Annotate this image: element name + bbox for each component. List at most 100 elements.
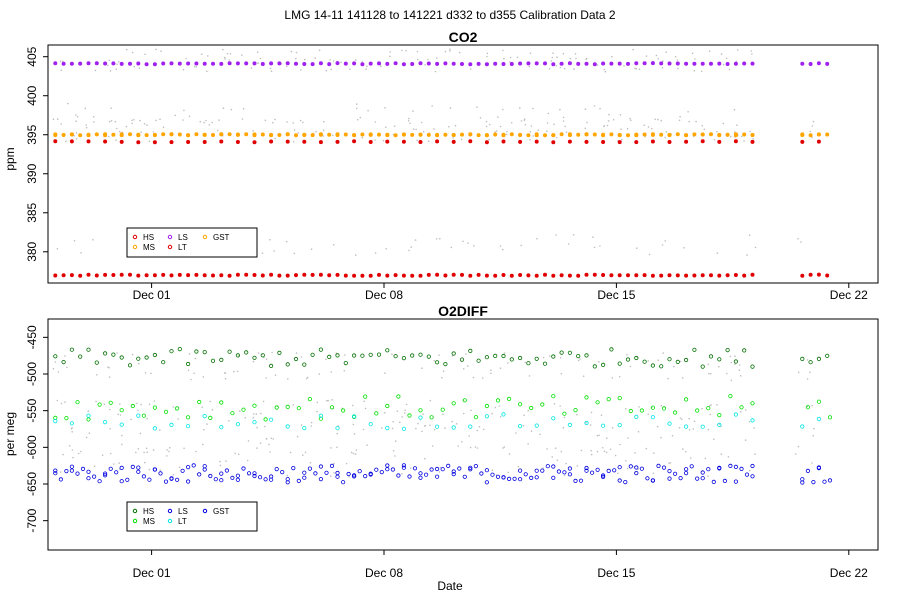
raw-point	[576, 465, 579, 467]
raw-point	[259, 442, 262, 445]
point-ls	[634, 465, 639, 470]
point-hs	[103, 272, 108, 277]
y-tick-label: -500	[25, 362, 39, 386]
raw-point	[812, 434, 815, 437]
point-ls	[800, 480, 805, 485]
point-gst	[700, 132, 705, 137]
point-ms	[277, 133, 282, 138]
raw-point	[665, 51, 667, 53]
raw-point	[260, 412, 262, 415]
point-lt	[750, 418, 755, 423]
point-hs	[800, 356, 805, 361]
point-hs	[567, 273, 572, 278]
point-gst	[733, 464, 739, 469]
raw-point	[139, 432, 142, 435]
point-ms	[650, 405, 656, 410]
point-ls	[523, 472, 528, 477]
raw-point	[529, 52, 532, 55]
point-gst	[733, 132, 738, 137]
point-lt	[650, 415, 656, 420]
raw-point	[200, 53, 203, 55]
point-ls	[468, 467, 473, 472]
raw-point	[449, 107, 452, 109]
point-ms	[672, 410, 678, 415]
raw-point	[138, 362, 140, 365]
point-ms	[609, 132, 614, 137]
raw-point	[442, 370, 445, 373]
point-gst	[534, 468, 539, 473]
raw-point	[560, 372, 563, 375]
point-ls	[623, 479, 628, 485]
point-hs	[401, 355, 406, 361]
point-ls	[246, 471, 252, 476]
raw-point	[596, 450, 599, 453]
point-hs	[675, 359, 680, 364]
point-ls	[542, 61, 547, 66]
point-hs	[128, 272, 133, 277]
raw-point	[159, 429, 161, 431]
point-hs	[559, 273, 564, 278]
raw-point	[439, 237, 441, 240]
raw-point	[68, 445, 71, 447]
point-lt	[451, 139, 456, 144]
point-ms	[329, 405, 335, 410]
point-ls	[130, 464, 135, 469]
raw-point	[96, 374, 98, 376]
point-lt	[551, 140, 556, 145]
point-ls	[128, 61, 133, 66]
raw-point	[259, 57, 262, 60]
raw-point	[255, 413, 258, 415]
point-ms	[551, 394, 556, 399]
x-tick-label: Dec 22	[830, 566, 868, 580]
raw-point	[600, 414, 603, 417]
raw-point	[152, 449, 155, 451]
y-tick-label: 405	[25, 46, 39, 66]
raw-point	[408, 249, 410, 252]
raw-point	[458, 51, 461, 54]
raw-point	[491, 469, 494, 472]
raw-point	[148, 468, 151, 471]
point-ms	[108, 400, 113, 405]
point-ms	[285, 404, 290, 409]
point-lt	[717, 139, 722, 144]
point-ls	[551, 62, 556, 67]
point-hs	[94, 360, 99, 365]
point-gst	[351, 474, 357, 479]
point-ms	[227, 132, 232, 137]
raw-point	[296, 435, 299, 438]
point-lt	[816, 139, 821, 144]
raw-point	[469, 68, 472, 70]
point-ls	[169, 61, 174, 66]
point-ms	[343, 132, 348, 137]
raw-point	[800, 241, 802, 243]
point-ms	[360, 132, 365, 137]
raw-point	[207, 55, 209, 57]
raw-point	[144, 53, 146, 56]
point-ls	[684, 61, 689, 66]
point-ls	[363, 473, 368, 479]
point-lt	[252, 420, 257, 425]
raw-point	[392, 420, 395, 423]
raw-point	[473, 245, 475, 247]
point-ls	[280, 469, 285, 475]
raw-point	[688, 429, 691, 431]
point-lt	[567, 422, 573, 427]
point-hs	[484, 355, 489, 360]
point-hs	[634, 273, 639, 278]
raw-point	[297, 132, 300, 134]
point-ls	[656, 463, 661, 468]
point-ls	[418, 61, 423, 66]
raw-point	[137, 448, 140, 450]
x-tick-label: Dec 01	[133, 566, 171, 580]
point-ls	[717, 61, 722, 66]
raw-point	[574, 53, 577, 55]
point-ls	[296, 478, 301, 483]
point-ls	[324, 470, 329, 475]
raw-point	[145, 447, 148, 450]
point-ms	[396, 394, 401, 399]
point-hs	[675, 273, 680, 278]
raw-point	[476, 106, 478, 108]
raw-point	[507, 362, 509, 364]
point-ls	[722, 478, 728, 483]
raw-point	[617, 472, 619, 475]
